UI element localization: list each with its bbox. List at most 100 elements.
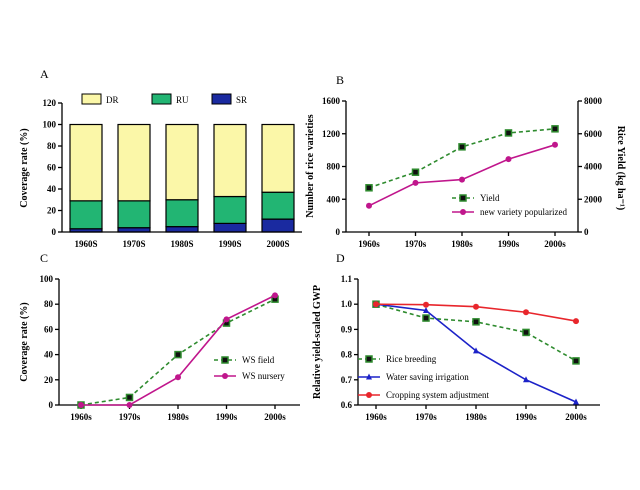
data-point-new-variety-popularized [459, 176, 465, 183]
y-tick-label: 80 [44, 299, 54, 309]
y-tick-label: 0.6 [341, 400, 353, 410]
x-tick-label: 1990S [218, 239, 241, 249]
y-tick-label: 100 [43, 120, 57, 130]
bar-segment-ru [261, 191, 295, 220]
data-point-ws-nursery [78, 402, 84, 408]
bar-segment-ru [117, 200, 151, 229]
data-point-yield [504, 129, 513, 137]
y-tick-label: 1.1 [341, 274, 353, 284]
x-tick-label: 1970s [119, 412, 141, 422]
y-tick-label: 80 [47, 141, 57, 151]
panel-label: D [336, 251, 345, 265]
x-tick-label: 1960S [74, 239, 97, 249]
panel-b-varieties-and-yield-line-chart: 0 400 800 1200 1600 0 2000 4000 6000 8000 1960s 197… [305, 73, 626, 249]
y-tick-label: 0 [49, 400, 54, 410]
y-tick-label: 120 [43, 98, 57, 108]
panel-a-coverage-stacked-bar-chart: 0 20 40 60 80 100 120 1960S 1970S 1980S 1990S 2000S… [19, 67, 302, 249]
panel-label: C [40, 251, 48, 265]
series-line-ws-nursery [81, 294, 276, 406]
legend-marker-yield [459, 194, 467, 202]
y2-tick-label: 6000 [584, 129, 603, 139]
data-point-ws-nursery [223, 316, 230, 323]
bar-segment-ru [69, 200, 103, 230]
x-tick-label: 1970s [405, 239, 427, 249]
y-tick-label: 1600 [322, 96, 341, 106]
legend-label-cropping-system-adjustment: Cropping system adjustment [386, 390, 489, 400]
data-point-new-variety-popularized [505, 156, 512, 163]
data-point-ws-nursery [272, 292, 278, 299]
bar-segment-dr [213, 123, 247, 198]
panel-c-ws-coverage-line-chart: 0 20 40 60 80 100 1960s 1970s 1980s 1990s 2000s Cov… [19, 251, 300, 422]
legend-label-ru: RU [176, 95, 189, 105]
legend-label-dr: DR [106, 95, 119, 105]
data-point-cropping-system-adjustment [423, 301, 429, 308]
x-tick-label: 1980s [167, 412, 189, 422]
y-tick-label: 800 [327, 162, 341, 172]
data-point-ws-nursery [175, 374, 181, 381]
y-tick-label: 20 [44, 375, 54, 385]
legend-marker-water-saving-irrigation [366, 373, 372, 380]
legend-swatch-sr [211, 93, 232, 105]
x-tick-label: 1960s [70, 412, 92, 422]
legend-label-water-saving-irrigation: Water saving irrigation [386, 372, 469, 382]
y-tick-label: 1200 [322, 129, 341, 139]
x-tick-label: 1990s [216, 412, 238, 422]
data-point-cropping-system-adjustment [373, 301, 379, 308]
x-tick-label: 2000s [264, 412, 286, 422]
y2-tick-label: 2000 [584, 194, 603, 204]
data-point-new-variety-popularized [552, 141, 558, 148]
y-tick-label: 0 [336, 227, 341, 237]
data-point-yield [411, 168, 420, 176]
legend-marker-ws-field [221, 356, 229, 364]
legend-marker-rice-breeding [365, 355, 373, 363]
y-tick-label: 60 [44, 324, 54, 334]
x-tick-label: 1990s [515, 412, 537, 422]
legend-marker-ws-nursery [222, 373, 228, 379]
y-tick-label: 1.0 [341, 299, 353, 309]
data-point-new-variety-popularized [366, 202, 372, 209]
data-point-yield [365, 184, 373, 192]
y-tick-label: 400 [327, 194, 341, 204]
data-point-water-saving-irrigation [573, 398, 579, 405]
y2-tick-label: 8000 [584, 96, 603, 106]
data-point-water-saving-irrigation [523, 376, 529, 383]
x-tick-label: 2000s [565, 412, 587, 422]
data-point-rice-breeding [422, 314, 430, 322]
legend-swatch-dr [81, 93, 102, 105]
bar-segment-dr [261, 123, 295, 193]
data-point-rice-breeding [572, 357, 580, 365]
data-point-cropping-system-adjustment [523, 309, 529, 316]
bar-segment-dr [69, 123, 103, 202]
y-tick-label: 0 [52, 227, 57, 237]
panel-label: A [40, 67, 49, 81]
panel-label: B [336, 73, 344, 87]
bar-segment-dr [165, 123, 199, 201]
data-point-cropping-system-adjustment [573, 318, 579, 325]
x-tick-label: 1960s [358, 239, 380, 249]
y-axis-label: Coverage rate (%) [19, 302, 30, 381]
y-tick-label: 20 [47, 206, 57, 216]
bar-segment-sr [165, 226, 199, 233]
y-tick-label: 40 [44, 350, 54, 360]
data-point-ws-field [125, 393, 134, 402]
data-point-yield [551, 125, 559, 133]
x-tick-label: 1960s [365, 412, 387, 422]
y-axis-label: Number of rice varieties [305, 114, 316, 217]
x-tick-label: 1990s [498, 239, 520, 249]
y2-tick-label: 4000 [584, 162, 603, 172]
legend-label-sr: SR [236, 95, 247, 105]
data-point-rice-breeding [472, 318, 480, 326]
bar-segment-sr [213, 222, 247, 233]
y-axis-label: Relative yield-scaled GWP [312, 285, 323, 399]
x-tick-label: 1980S [170, 239, 193, 249]
x-tick-label: 2000s [544, 239, 566, 249]
y2-axis-label: Rice Yield (kg ha⁻¹) [615, 126, 626, 210]
legend-marker-new-variety-popularized [460, 209, 466, 215]
panel-d-relative-gwp-line-chart: 0.6 0.7 0.8 0.9 1.0 1.1 1960s 1970s 1980s 1990s 20… [312, 251, 600, 422]
data-point-water-saving-irrigation [423, 307, 429, 313]
data-point-new-variety-popularized [412, 179, 419, 186]
legend-marker-cropping-system-adjustment [366, 392, 372, 398]
y-tick-label: 0.7 [341, 375, 353, 385]
data-point-rice-breeding [522, 328, 530, 337]
